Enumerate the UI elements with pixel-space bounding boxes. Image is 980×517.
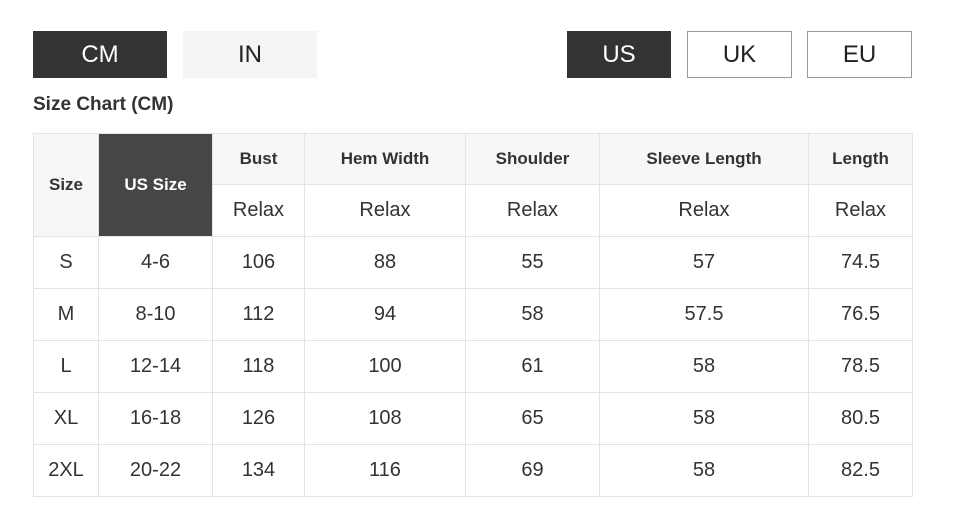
region-eu-button[interactable]: EU (807, 31, 912, 78)
subheader-fit: Relax (212, 184, 305, 237)
table-cell: 118 (212, 340, 305, 393)
header-shoulder: Shoulder (465, 133, 600, 185)
unit-in-button[interactable]: IN (183, 31, 317, 78)
table-cell: 58 (599, 392, 809, 445)
subheader-fit: Relax (599, 184, 809, 237)
table-cell: 116 (304, 444, 466, 497)
table-cell: 57.5 (599, 288, 809, 341)
subheader-fit: Relax (808, 184, 913, 237)
table-row: S 4-6 106 88 55 57 74.5 (33, 236, 913, 289)
table-cell: 100 (304, 340, 466, 393)
header-bust: Bust (212, 133, 305, 185)
table-cell: 8-10 (98, 288, 213, 341)
table-cell: 80.5 (808, 392, 913, 445)
table-cell: 112 (212, 288, 305, 341)
unit-cm-button[interactable]: CM (33, 31, 167, 78)
table-cell: 2XL (33, 444, 99, 497)
subheader-fit: Relax (465, 184, 600, 237)
region-us-button[interactable]: US (567, 31, 671, 78)
table-cell: M (33, 288, 99, 341)
table-cell: 4-6 (98, 236, 213, 289)
size-chart-title: Size Chart (CM) (33, 94, 174, 115)
table-row: 2XL 20-22 134 116 69 58 82.5 (33, 444, 913, 497)
table-cell: 106 (212, 236, 305, 289)
table-cell: 82.5 (808, 444, 913, 497)
header-hem-width: Hem Width (304, 133, 466, 185)
table-cell: 88 (304, 236, 466, 289)
table-row: L 12-14 118 100 61 58 78.5 (33, 340, 913, 393)
table-cell: 126 (212, 392, 305, 445)
table-cell: 12-14 (98, 340, 213, 393)
table-row: XL 16-18 126 108 65 58 80.5 (33, 392, 913, 445)
table-cell: 58 (465, 288, 600, 341)
table-cell: 94 (304, 288, 466, 341)
table-cell: 134 (212, 444, 305, 497)
table-cell: L (33, 340, 99, 393)
table-cell: S (33, 236, 99, 289)
table-cell: 20-22 (98, 444, 213, 497)
table-cell: 61 (465, 340, 600, 393)
header-length: Length (808, 133, 913, 185)
table-cell: 57 (599, 236, 809, 289)
table-row: M 8-10 112 94 58 57.5 76.5 (33, 288, 913, 341)
table-cell: 108 (304, 392, 466, 445)
table-cell: 76.5 (808, 288, 913, 341)
header-us-size: US Size (98, 133, 213, 237)
subheader-fit: Relax (304, 184, 466, 237)
table-cell: 65 (465, 392, 600, 445)
header-size: Size (33, 133, 99, 237)
table-cell: 74.5 (808, 236, 913, 289)
table-cell: 58 (599, 444, 809, 497)
table-cell: 78.5 (808, 340, 913, 393)
table-cell: 69 (465, 444, 600, 497)
header-sleeve-length: Sleeve Length (599, 133, 809, 185)
size-chart-table: Size US Size Bust Hem Width Shoulder Sle… (33, 133, 913, 497)
table-cell: 58 (599, 340, 809, 393)
region-uk-button[interactable]: UK (687, 31, 792, 78)
table-cell: 16-18 (98, 392, 213, 445)
table-cell: 55 (465, 236, 600, 289)
table-cell: XL (33, 392, 99, 445)
